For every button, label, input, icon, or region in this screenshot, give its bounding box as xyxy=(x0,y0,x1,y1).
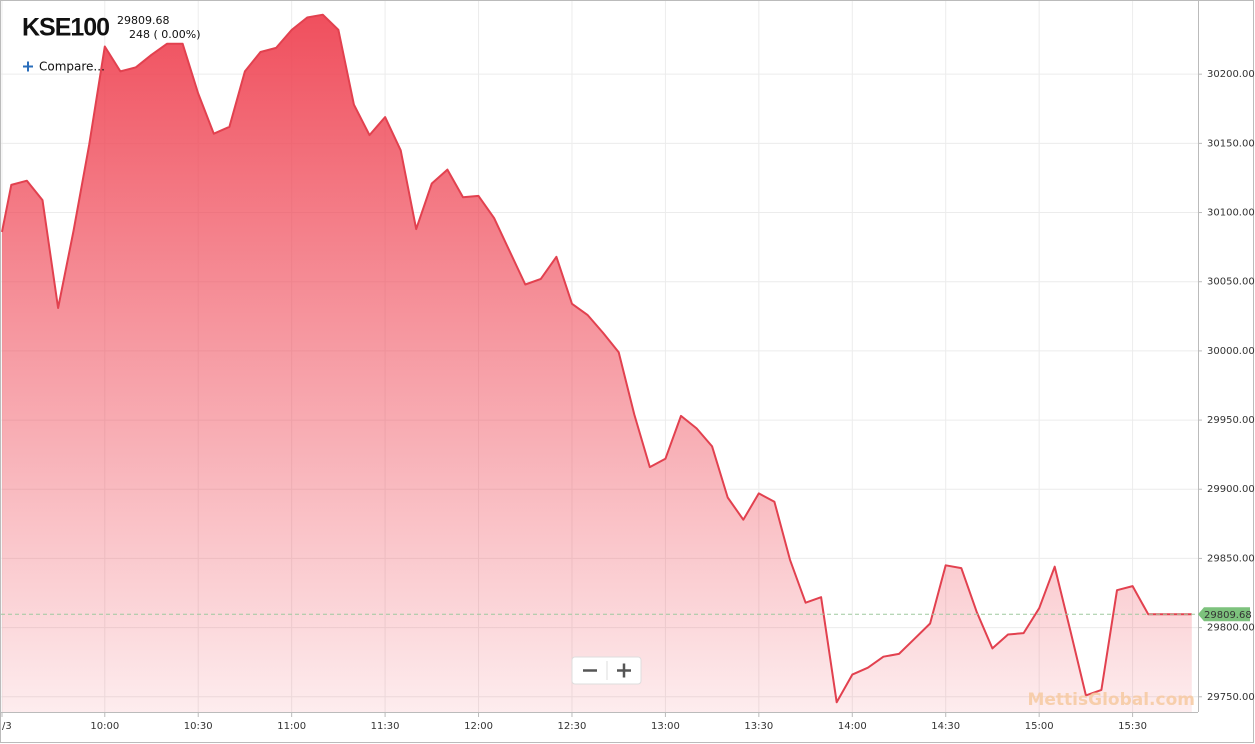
x-tick-label: 15:30 xyxy=(1118,721,1147,732)
x-tick-label: 14:30 xyxy=(931,721,960,732)
compare-button[interactable]: Compare... xyxy=(23,60,105,74)
x-tick-label: 14:00 xyxy=(838,721,867,732)
x-tick-label: 12:30 xyxy=(558,721,587,732)
chart-title: KSE100 xyxy=(22,14,110,42)
x-tick-label: 15:00 xyxy=(1025,721,1054,732)
x-tick-label: 12:00 xyxy=(464,721,493,732)
x-tick-label: 10:30 xyxy=(184,721,213,732)
zoom-controls xyxy=(571,656,642,685)
compare-label[interactable]: Compare... xyxy=(39,60,105,74)
y-tick-label: 30000.00 xyxy=(1207,346,1255,357)
y-tick-label: 29900.00 xyxy=(1207,484,1255,495)
price-tag xyxy=(1198,607,1250,622)
price: 29809.68 xyxy=(117,14,170,27)
x-tick-label: 13:00 xyxy=(651,721,680,732)
area xyxy=(2,14,1192,712)
price-tag-label: 29809.68 xyxy=(1204,610,1252,621)
y-tick-label: 29850.00 xyxy=(1207,553,1255,564)
y-tick-label: 30150.00 xyxy=(1207,138,1255,149)
y-tick-label: 29950.00 xyxy=(1207,415,1255,426)
x-tick-label: 11:00 xyxy=(277,721,306,732)
y-tick-label: 29750.00 xyxy=(1207,692,1255,703)
y-tick-label: 30050.00 xyxy=(1207,277,1255,288)
line xyxy=(1,13,1192,704)
y-tick-label: 30200.00 xyxy=(1207,69,1255,80)
x-tick-label: 10:00 xyxy=(90,721,119,732)
x-tick-label: 13:30 xyxy=(744,721,773,732)
y-tick-label: 30100.00 xyxy=(1207,208,1255,219)
x-tick-label: 11:30 xyxy=(371,721,400,732)
y-tick-label: 29800.00 xyxy=(1207,623,1255,634)
watermark: MettisGlobal.com xyxy=(1027,690,1195,710)
x-tick-label: /3 xyxy=(2,721,12,732)
change: 248 ( 0.00%) xyxy=(129,28,201,41)
